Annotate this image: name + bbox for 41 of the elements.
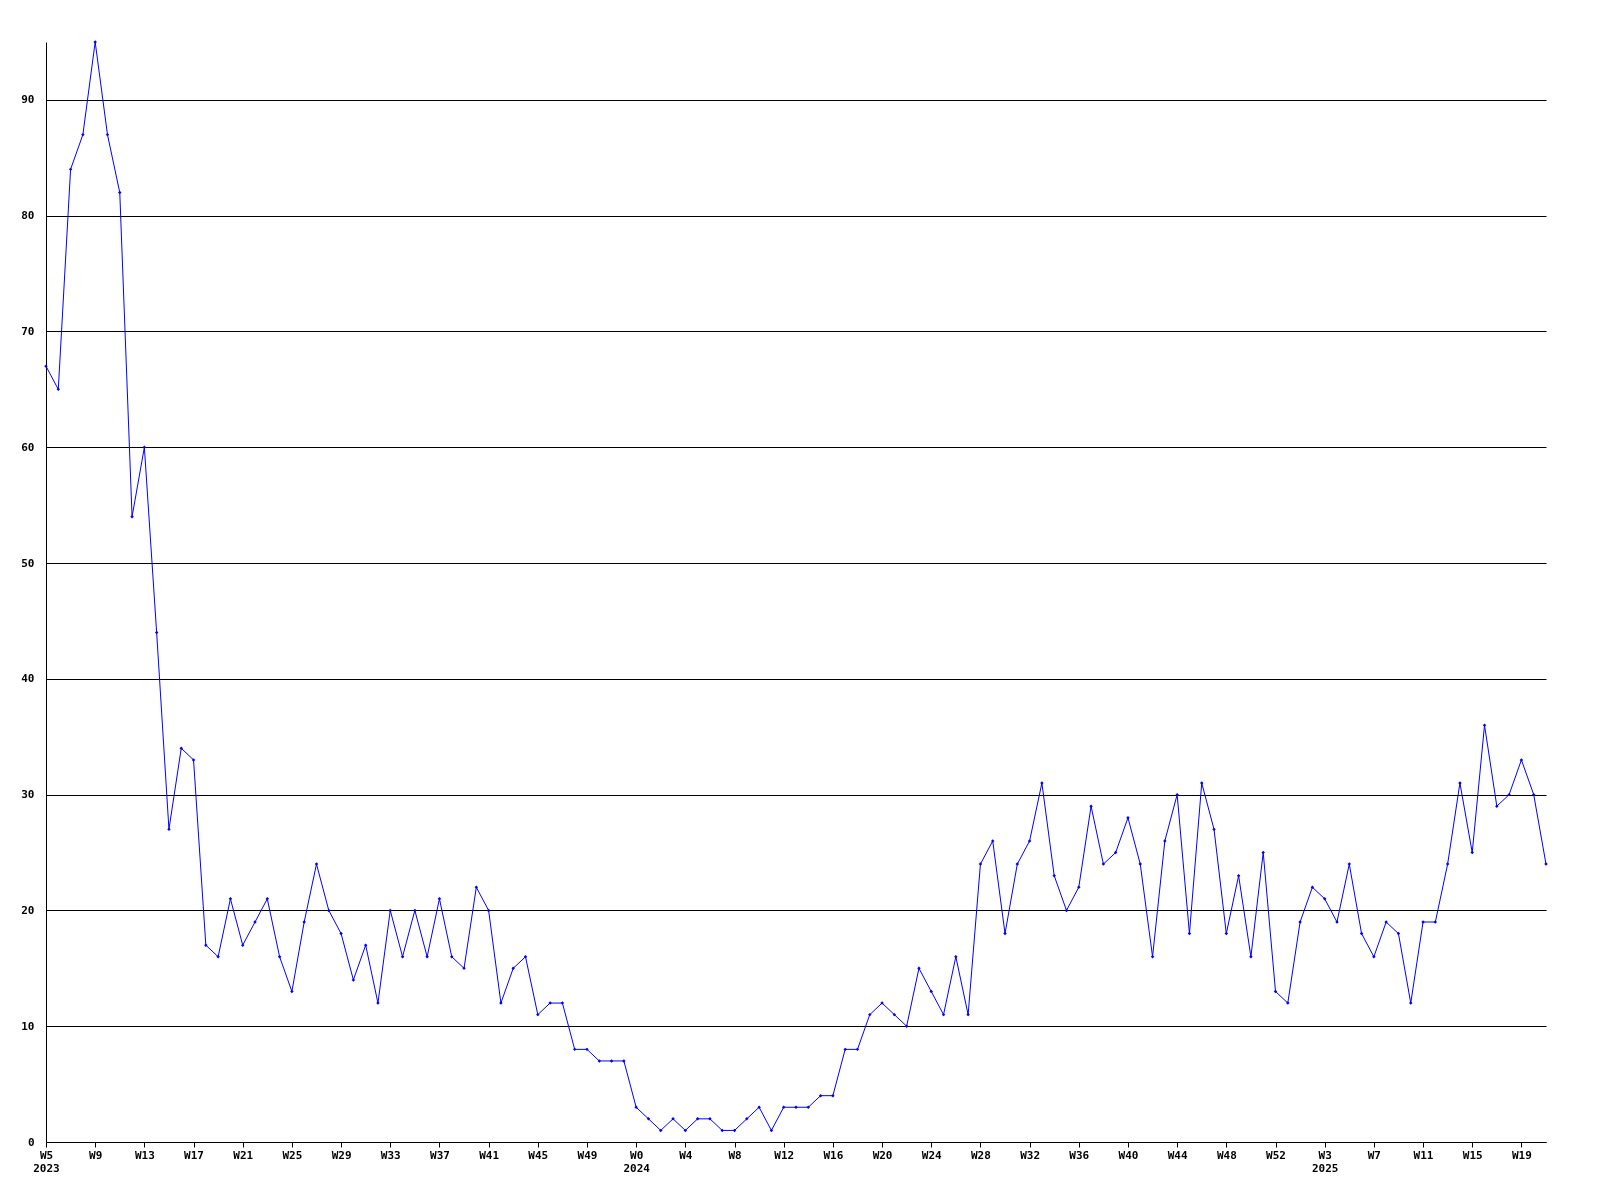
y-tick-label: 90 (21, 93, 35, 107)
y-tick-label: 70 (21, 324, 35, 338)
x-tick-label: W24 (921, 1148, 943, 1162)
x-tick-label: W44 (1167, 1148, 1188, 1162)
y-tick-label: 10 (21, 1019, 35, 1033)
x-tick-label: W37 (430, 1148, 450, 1162)
x-tick-label: W36 (1069, 1148, 1090, 1162)
y-tick-label: 30 (21, 788, 35, 802)
x-tick-label: W48 (1216, 1148, 1237, 1162)
x-tick-label: W32 (1020, 1148, 1041, 1162)
x-tick-label: W12 (774, 1148, 795, 1162)
x-tick-label: W11 (1413, 1148, 1434, 1162)
x-tick-label: W33 (380, 1148, 401, 1162)
x-tick-label: W52 (1266, 1148, 1286, 1162)
y-tick-label: 50 (21, 556, 35, 570)
x-tick-label: W7 (1367, 1148, 1381, 1162)
y-tick-label: 20 (21, 903, 35, 917)
x-tick-label: W49 (577, 1148, 598, 1162)
x-tick-label: W15 (1462, 1148, 1483, 1162)
x-tick-label: W4 (679, 1148, 693, 1162)
x-tick-label: W29 (331, 1148, 352, 1162)
x-tick-label: W19 (1511, 1148, 1532, 1162)
y-tick-label: 0 (27, 1135, 35, 1149)
x-tick-label: W3 2025 (1311, 1148, 1339, 1175)
x-tick-label: W40 (1118, 1148, 1139, 1162)
x-tick-label: W8 (728, 1148, 742, 1162)
x-tick-label: W25 (282, 1148, 303, 1162)
y-tick-label: 40 (21, 672, 35, 686)
x-tick-label: W13 (134, 1148, 155, 1162)
x-tick-label: W28 (970, 1148, 991, 1162)
x-tick-label: W41 (479, 1148, 500, 1162)
x-tick-label: W9 (89, 1148, 103, 1162)
x-tick-label: W5 2023 (33, 1148, 60, 1175)
x-tick-label: W21 (233, 1148, 254, 1162)
y-tick-label: 60 (21, 440, 35, 454)
x-tick-label: W20 (872, 1148, 893, 1162)
x-tick-label: W17 (184, 1148, 204, 1162)
x-tick-label: W0 2024 (623, 1148, 651, 1175)
x-tick-label: W16 (823, 1148, 844, 1162)
x-tick-label: W45 (528, 1148, 549, 1162)
y-tick-label: 80 (21, 209, 35, 223)
